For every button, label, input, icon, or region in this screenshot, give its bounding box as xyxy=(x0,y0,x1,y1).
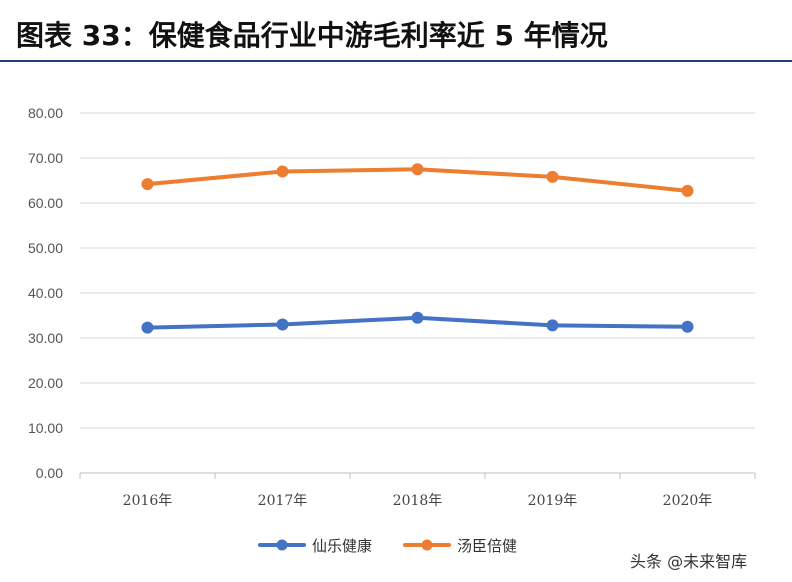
data-point xyxy=(411,163,424,176)
data-point xyxy=(681,320,694,333)
x-tick-label: 2019年 xyxy=(528,493,578,509)
data-point xyxy=(276,165,289,178)
data-point xyxy=(276,318,289,331)
legend-marker-2 xyxy=(421,539,433,551)
series-lines xyxy=(141,163,694,334)
title-underline xyxy=(0,60,792,62)
x-tick-label: 2018年 xyxy=(393,493,443,509)
data-point xyxy=(411,311,424,324)
data-point xyxy=(141,178,154,191)
legend-label-1: 仙乐健康 xyxy=(312,537,372,555)
legend-label-2: 汤臣倍健 xyxy=(457,537,517,555)
legend: 仙乐健康 汤臣倍健 xyxy=(258,537,517,555)
chart-title: 图表 33：保健食品行业中游毛利率近 5 年情况 xyxy=(16,19,608,52)
data-point xyxy=(546,319,559,332)
y-tick-label: 20.00 xyxy=(28,375,63,391)
y-tick-label: 60.00 xyxy=(28,195,63,211)
x-tick-label: 2017年 xyxy=(258,493,308,509)
axis-labels: 0.00 10.00 20.00 30.00 40.00 50.00 60.00 70.00 8… xyxy=(28,105,712,509)
y-tick-label: 10.00 xyxy=(28,420,63,436)
x-tick-label: 2020年 xyxy=(663,493,713,509)
y-tick-label: 30.00 xyxy=(28,330,63,346)
legend-marker-1 xyxy=(276,539,288,551)
y-tick-label: 70.00 xyxy=(28,150,63,166)
y-tick-label: 80.00 xyxy=(28,105,63,121)
y-tick-label: 40.00 xyxy=(28,285,63,301)
watermark: 头条 @未来智库 xyxy=(630,552,748,571)
y-tick-label: 50.00 xyxy=(28,240,63,256)
data-point xyxy=(546,170,559,183)
grid-lines xyxy=(79,112,756,479)
y-tick-label: 0.00 xyxy=(36,465,63,481)
x-tick-label: 2016年 xyxy=(123,493,173,509)
data-point xyxy=(681,184,694,197)
data-point xyxy=(141,321,154,334)
